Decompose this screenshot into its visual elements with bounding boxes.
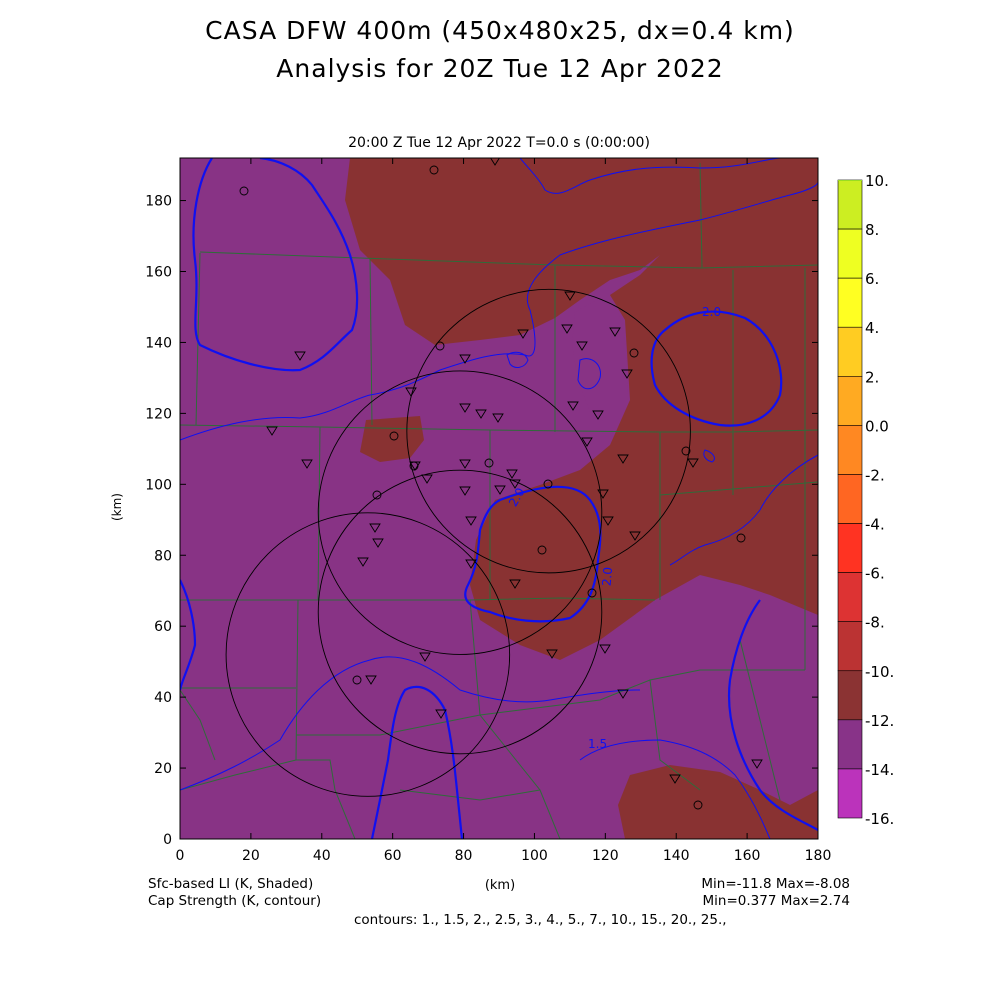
- footer-field-names: Sfc-based LI (K, Shaded) Cap Strength (K…: [148, 876, 321, 910]
- footer-contour-field: Cap Strength (K, contour): [148, 893, 322, 909]
- colorbar-label: -6.: [865, 565, 885, 583]
- x-tick-label: 60: [384, 848, 402, 864]
- x-axis-label: (km): [484, 878, 516, 893]
- y-tick-label: 80: [154, 548, 172, 564]
- colorbar-segment: [837, 179, 863, 230]
- radar-ring: [225, 512, 511, 797]
- x-tick-label: 140: [663, 848, 690, 864]
- map-plot-area: 2.0 2.0 2.0 1.5: [180, 158, 818, 839]
- colorbar-segment: [837, 621, 863, 672]
- x-tick-label: 0: [176, 848, 185, 864]
- colorbar-label: -16.: [865, 810, 894, 828]
- contour-1.5-east: [669, 454, 818, 566]
- colorbar-segment: [837, 768, 863, 819]
- colorbar-label: 6.: [865, 270, 879, 288]
- contour-small-1: [506, 351, 529, 368]
- y-tick-label: 40: [154, 690, 172, 706]
- colorbar-label: 8.: [865, 221, 879, 239]
- contour-2-southeast: [728, 599, 818, 831]
- colorbar-segment: [837, 376, 863, 426]
- y-tick-label: 100: [145, 477, 172, 493]
- colorbar-segment: [837, 228, 863, 279]
- contour-1.5-northeast: [519, 158, 781, 194]
- county-lines: [180, 162, 818, 839]
- cap-contours: [180, 158, 818, 839]
- colorbar-segment: [837, 572, 863, 622]
- contour-label-1: 2.0: [702, 305, 721, 319]
- colorbar-label: -8.: [865, 614, 885, 632]
- colorbar-top-cap: [838, 180, 862, 181]
- footer-shaded-field: Sfc-based LI (K, Shaded): [148, 876, 314, 892]
- contour-2-center: [464, 485, 602, 623]
- contour-small-2: [577, 358, 601, 390]
- x-tick-label: 20: [242, 848, 260, 864]
- colorbar-label: -10.: [865, 663, 894, 681]
- contour-1.5-southeast: [579, 739, 771, 839]
- colorbar-label: -14.: [865, 761, 894, 779]
- figure-title: CASA DFW 400m (450x480x25, dx=0.4 km): [205, 16, 795, 45]
- colorbar-label: 0.0: [865, 417, 889, 435]
- colorbar-label: -12.: [865, 712, 894, 730]
- y-tick-label: 180: [145, 194, 172, 210]
- y-tick-label: 120: [145, 406, 172, 422]
- circle-markers: [239, 165, 746, 810]
- li-region-north: [345, 158, 818, 660]
- triangle-markers: [266, 158, 763, 784]
- colorbar-label: -4.: [865, 516, 885, 534]
- contour-label-3: 2.0: [599, 566, 615, 586]
- x-tick-label: 120: [592, 848, 619, 864]
- colorbar-label: 10.: [865, 172, 889, 190]
- footer-contour-levels: contours: 1., 1.5, 2., 2.5, 3., 4., 5., …: [354, 912, 727, 928]
- colorbar-label: 2.: [865, 368, 879, 386]
- contour-1.5-north: [180, 181, 818, 441]
- contour-2-east: [650, 310, 783, 427]
- radar-range-rings: [225, 288, 691, 797]
- x-tick-label: 180: [805, 848, 832, 864]
- contour-2-west: [180, 579, 197, 691]
- y-tick-label: 0: [163, 832, 172, 848]
- colorbar-label: -2.: [865, 466, 885, 484]
- footer-minmax: Min=-11.8 Max=-8.08 Min=0.377 Max=2.74: [560, 876, 850, 910]
- x-tick-label: 80: [455, 848, 473, 864]
- valid-time-subtitle: 20:00 Z Tue 12 Apr 2022 T=0.0 s (0:00:00…: [348, 135, 650, 151]
- colorbar-segment: [837, 670, 863, 721]
- plot-frame: [179, 157, 819, 840]
- y-axis: 0 20 40 60 80 100 120 140 160 180: [145, 194, 818, 848]
- x-tick-label: 40: [313, 848, 331, 864]
- li-region-southeast: [618, 765, 818, 839]
- station-markers: [239, 158, 763, 810]
- footer-minmax-contour: Min=0.377 Max=2.74: [702, 893, 851, 909]
- li-region-lobe: [572, 298, 628, 425]
- x-tick-label: 100: [521, 848, 548, 864]
- contour-2-northwest: [192, 158, 359, 372]
- colorbar-label: 4.: [865, 319, 879, 337]
- colorbar-segment: [837, 277, 863, 328]
- x-axis: 0 20 40 60 80 100 120 140 160 180: [176, 158, 832, 864]
- footer-minmax-shaded: Min=-11.8 Max=-8.08: [701, 876, 850, 892]
- x-tick-label: 160: [734, 848, 761, 864]
- colorbar-segment: [837, 326, 863, 377]
- colorbar-segment: [837, 719, 863, 770]
- contour-1.5-south: [180, 656, 641, 791]
- contour-label-4: 1.5: [588, 737, 607, 751]
- y-tick-label: 20: [154, 761, 172, 777]
- contour-2-south: [370, 685, 464, 839]
- radar-ring: [317, 370, 603, 655]
- colorbar-segment: [837, 523, 863, 573]
- figure-title-line2: Analysis for 20Z Tue 12 Apr 2022: [276, 54, 724, 83]
- y-tick-label: 160: [145, 265, 172, 281]
- radar-ring: [317, 469, 603, 755]
- radar-ring: [406, 288, 691, 574]
- colorbar-segment: [837, 425, 863, 475]
- colorbar-segment: [837, 474, 863, 524]
- colorbar: 10. 8. 6. 4. 2. 0.0 -2. -4. -6. -8. -10. -12. -14. -1…: [837, 172, 894, 828]
- contour-small-3: [703, 449, 715, 463]
- y-tick-label: 60: [154, 619, 172, 635]
- y-tick-label: 140: [145, 335, 172, 351]
